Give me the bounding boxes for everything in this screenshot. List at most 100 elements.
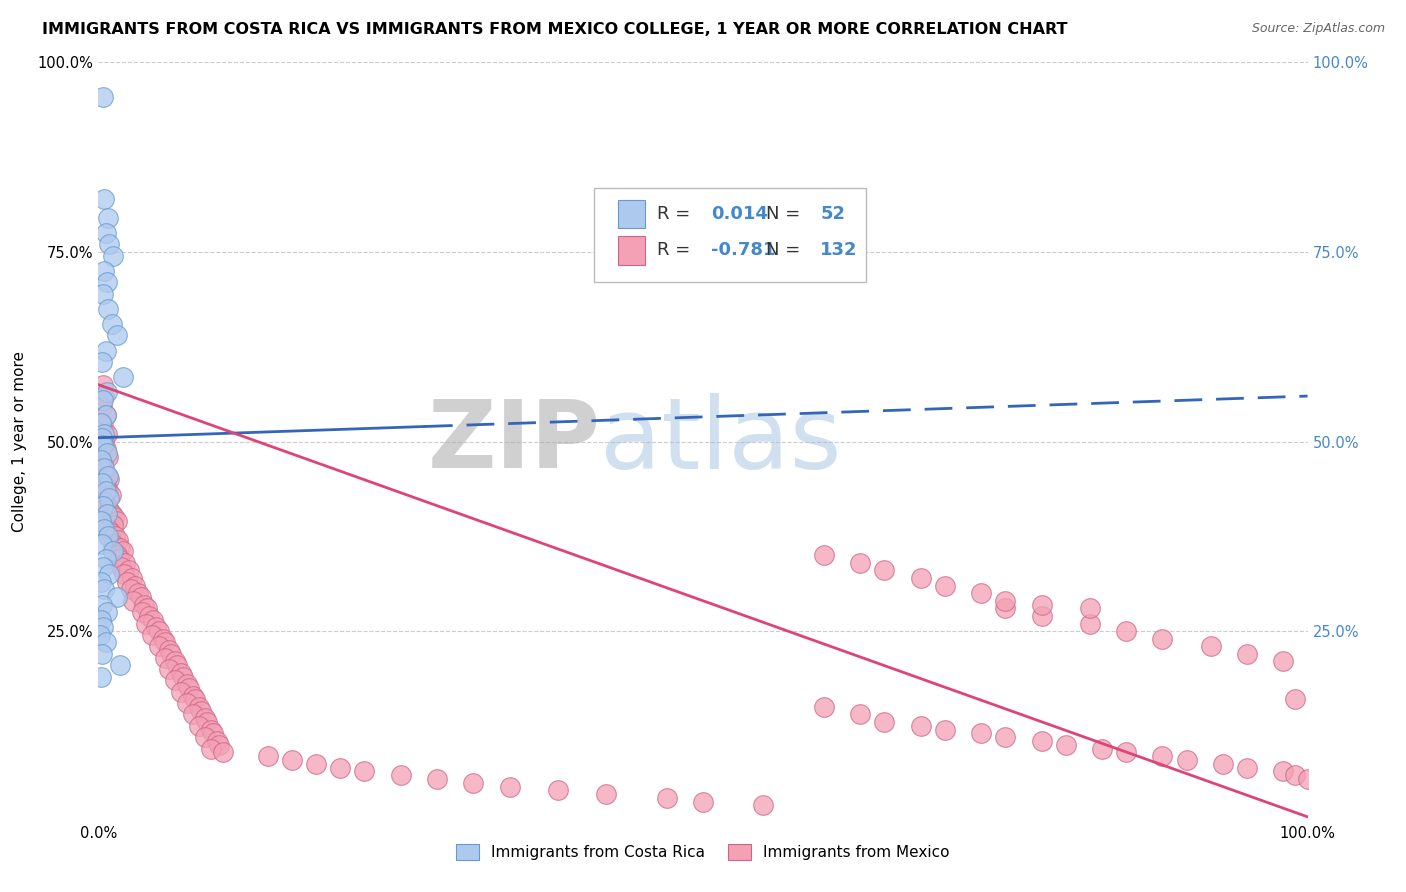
- Point: [1272, 655, 1295, 669]
- Point: [1272, 764, 1295, 779]
- Point: [1236, 760, 1258, 774]
- Point: [105, 590, 128, 604]
- Point: [91, 392, 114, 407]
- Point: [107, 533, 129, 548]
- Point: [91, 431, 114, 445]
- Point: [329, 760, 352, 774]
- Point: [994, 594, 1017, 608]
- Y-axis label: College, 1 year or more: College, 1 year or more: [11, 351, 27, 532]
- Point: [813, 548, 835, 563]
- FancyBboxPatch shape: [619, 200, 645, 228]
- Point: [90, 416, 112, 430]
- Point: [101, 249, 124, 263]
- Point: [176, 677, 198, 691]
- Point: [1031, 734, 1053, 748]
- Point: [153, 650, 176, 665]
- Point: [187, 719, 209, 733]
- Point: [160, 647, 183, 661]
- Point: [202, 726, 225, 740]
- Point: [93, 192, 115, 206]
- Point: [463, 776, 485, 790]
- Point: [108, 541, 131, 555]
- Point: [205, 734, 228, 748]
- Point: [200, 741, 222, 756]
- Point: [166, 658, 188, 673]
- Point: [169, 665, 191, 680]
- Point: [108, 552, 131, 566]
- Point: [90, 514, 112, 528]
- Point: [813, 699, 835, 714]
- Point: [93, 434, 115, 449]
- Point: [135, 601, 157, 615]
- Point: [94, 552, 117, 566]
- Point: [100, 317, 122, 331]
- Point: [93, 495, 115, 509]
- Point: [190, 704, 212, 718]
- Point: [547, 783, 569, 797]
- Point: [1078, 616, 1101, 631]
- Point: [94, 635, 117, 649]
- Point: [200, 723, 222, 737]
- Point: [94, 480, 117, 494]
- Point: [101, 537, 124, 551]
- Point: [184, 692, 207, 706]
- Point: [148, 639, 170, 653]
- Point: [1284, 768, 1306, 782]
- Point: [135, 616, 157, 631]
- Point: [97, 529, 120, 543]
- Point: [91, 286, 114, 301]
- Point: [131, 605, 153, 619]
- Point: [124, 579, 146, 593]
- Point: [129, 590, 152, 604]
- Point: [104, 529, 127, 543]
- Point: [91, 377, 114, 392]
- Point: [90, 669, 112, 683]
- Point: [94, 343, 117, 358]
- Point: [90, 613, 112, 627]
- Point: [112, 567, 135, 582]
- Point: [114, 556, 136, 570]
- Point: [194, 730, 217, 744]
- Point: [101, 517, 124, 532]
- Point: [97, 522, 120, 536]
- Point: [91, 89, 114, 103]
- Point: [111, 544, 134, 558]
- Text: 0.014: 0.014: [711, 205, 768, 223]
- Point: [849, 707, 872, 722]
- Point: [91, 499, 114, 513]
- Point: [910, 719, 932, 733]
- Point: [305, 756, 328, 771]
- Point: [195, 715, 218, 730]
- Text: Source: ZipAtlas.com: Source: ZipAtlas.com: [1251, 22, 1385, 36]
- Point: [256, 749, 278, 764]
- Point: [93, 461, 115, 475]
- Point: [91, 620, 114, 634]
- Point: [1212, 756, 1234, 771]
- Point: [934, 579, 956, 593]
- Point: [212, 746, 235, 760]
- Point: [994, 601, 1017, 615]
- Point: [97, 483, 120, 498]
- Point: [498, 780, 520, 794]
- Point: [152, 632, 174, 646]
- Text: IMMIGRANTS FROM COSTA RICA VS IMMIGRANTS FROM MEXICO COLLEGE, 1 YEAR OR MORE COR: IMMIGRANTS FROM COSTA RICA VS IMMIGRANTS…: [42, 22, 1067, 37]
- Point: [934, 723, 956, 737]
- Point: [163, 655, 186, 669]
- Point: [122, 594, 145, 608]
- Point: [194, 711, 217, 725]
- Point: [93, 465, 115, 479]
- Point: [97, 211, 120, 225]
- Point: [970, 726, 993, 740]
- Text: 132: 132: [820, 242, 858, 260]
- Text: N =: N =: [766, 242, 806, 260]
- Point: [118, 564, 141, 578]
- Point: [595, 787, 617, 801]
- Point: [89, 628, 111, 642]
- FancyBboxPatch shape: [595, 187, 866, 282]
- Point: [181, 689, 204, 703]
- Point: [163, 673, 186, 688]
- Point: [1296, 772, 1319, 786]
- Text: atlas: atlas: [600, 393, 842, 490]
- Point: [121, 571, 143, 585]
- Point: [1031, 598, 1053, 612]
